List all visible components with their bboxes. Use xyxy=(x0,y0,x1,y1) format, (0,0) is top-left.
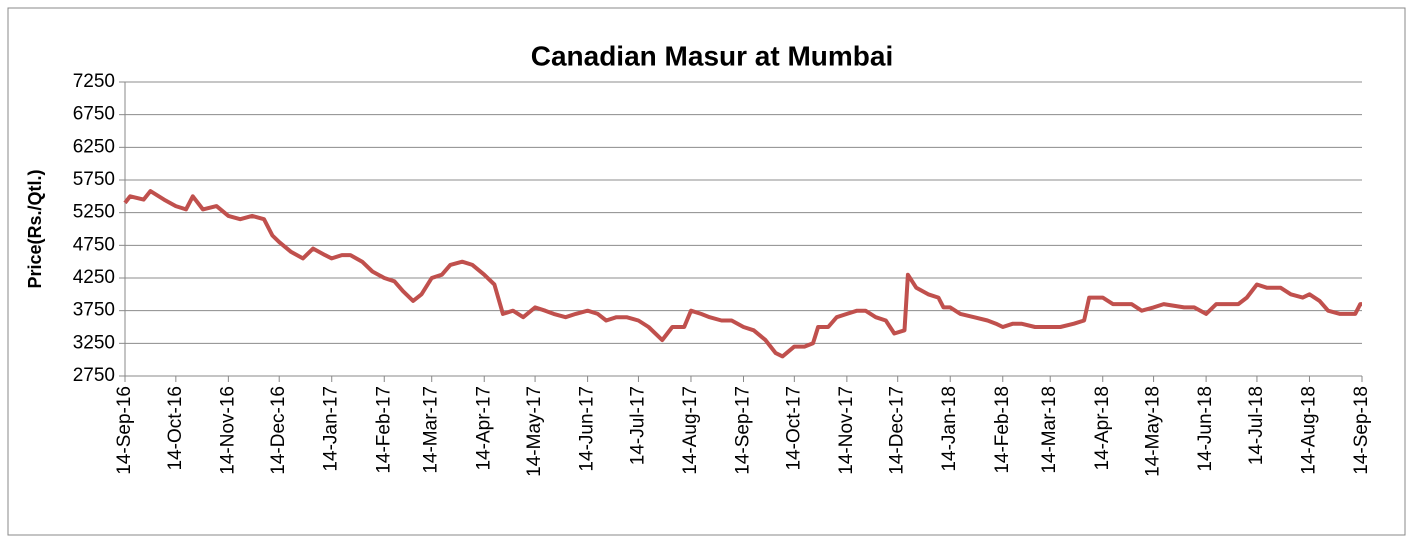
y-tick-label: 5750 xyxy=(73,169,115,190)
x-tick-label: 14-Apr-17 xyxy=(473,386,494,471)
chart-title: Canadian Masur at Mumbai xyxy=(531,40,894,71)
y-tick-label: 2750 xyxy=(73,365,115,386)
chart-border xyxy=(7,7,1406,536)
line-series xyxy=(123,189,1363,359)
x-tick-label: 14-Feb-18 xyxy=(992,386,1013,474)
x-tick-label: 14-Aug-17 xyxy=(680,386,701,475)
y-tick-label: 3750 xyxy=(73,300,115,321)
x-tick-label: 14-Jul-17 xyxy=(627,386,648,465)
y-tick-label: 7250 xyxy=(73,71,115,92)
x-tick-label: 14-Aug-18 xyxy=(1298,386,1319,475)
y-axis-label: Price(Rs./Qtl.) xyxy=(25,169,45,288)
x-tick-label: 14-Oct-17 xyxy=(783,386,804,470)
x-tick-label: 14-Jun-17 xyxy=(577,386,598,472)
y-tick-label: 6250 xyxy=(73,136,115,157)
y-tick-label: 5250 xyxy=(73,202,115,223)
x-tick-label: 14-Mar-18 xyxy=(1039,386,1060,474)
x-tick-label: 14-Dec-17 xyxy=(887,386,908,475)
x-tick-label: 14-Oct-16 xyxy=(165,386,186,470)
x-tick-label: 14-Nov-17 xyxy=(836,386,857,475)
y-tick-label: 6750 xyxy=(73,104,115,125)
x-tick-label: 14-May-18 xyxy=(1143,386,1164,477)
x-tick-label: 14-Sep-17 xyxy=(733,386,754,475)
x-tick-label: 14-Apr-18 xyxy=(1092,386,1113,471)
x-tick-label: 14-Nov-16 xyxy=(217,386,238,475)
x-tick-label: 14-Jun-18 xyxy=(1195,386,1216,472)
x-tick-label: 14-Feb-17 xyxy=(373,386,394,474)
x-tick-label: 14-Jul-18 xyxy=(1246,386,1267,465)
x-tick-label: 14-Jan-18 xyxy=(939,386,960,472)
x-tick-label: 14-Sep-18 xyxy=(1351,386,1372,475)
x-tick-label: 14-Jan-17 xyxy=(321,386,342,472)
x-tick-label: 14-May-17 xyxy=(524,386,545,477)
x-tick-label: 14-Sep-16 xyxy=(114,386,135,475)
x-tick-label: 14-Dec-16 xyxy=(268,386,289,475)
x-tick-label: 14-Mar-17 xyxy=(421,386,442,474)
y-tick-label: 4250 xyxy=(73,267,115,288)
y-tick-label: 3250 xyxy=(73,332,115,353)
y-tick-label: 4750 xyxy=(73,234,115,255)
